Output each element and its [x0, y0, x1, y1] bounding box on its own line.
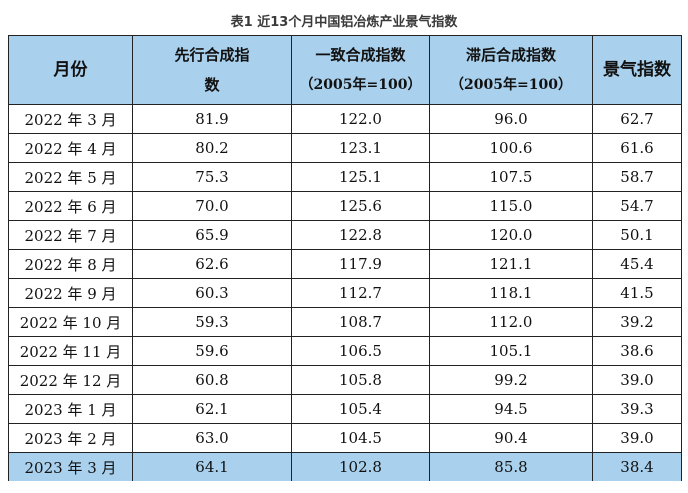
table-body: 2022 年 3 月 81.9 122.0 96.0 62.7 2022 年 4… [8, 104, 682, 481]
cell-lagging: 121.1 [429, 249, 593, 279]
cell-lagging: 105.1 [429, 336, 593, 366]
cell-leading: 60.3 [132, 278, 292, 308]
cell-lagging: 85.8 [429, 452, 593, 481]
table-row: 2022 年 11 月 59.6 106.5 105.1 38.6 [8, 336, 682, 366]
cell-prosperity: 38.4 [592, 452, 682, 481]
cell-month: 2022 年 6 月 [8, 191, 133, 221]
cell-leading: 64.1 [132, 452, 292, 481]
cell-leading: 65.9 [132, 220, 292, 250]
cell-lagging: 96.0 [429, 104, 593, 134]
table-row: 2022 年 4 月 80.2 123.1 100.6 61.6 [8, 133, 682, 163]
cell-month: 2023 年 2 月 [8, 423, 133, 453]
cell-lagging: 94.5 [429, 394, 593, 424]
table-row: 2022 年 12 月 60.8 105.8 99.2 39.0 [8, 365, 682, 395]
cell-month: 2022 年 5 月 [8, 162, 133, 192]
cell-leading: 62.1 [132, 394, 292, 424]
cell-month: 2022 年 7 月 [8, 220, 133, 250]
cell-lagging: 118.1 [429, 278, 593, 308]
cell-prosperity: 45.4 [592, 249, 682, 279]
cell-coincident: 122.8 [291, 220, 430, 250]
table-header-row: 月份 先行合成指 数 一致合成指数 （2005年=100） 滞后合成指数 （20… [8, 35, 682, 105]
cell-prosperity: 61.6 [592, 133, 682, 163]
cell-month: 2023 年 3 月 [8, 452, 133, 481]
table-row: 2022 年 10 月 59.3 108.7 112.0 39.2 [8, 307, 682, 337]
cell-lagging: 120.0 [429, 220, 593, 250]
table-row: 2022 年 7 月 65.9 122.8 120.0 50.1 [8, 220, 682, 250]
cell-coincident: 102.8 [291, 452, 430, 481]
header-coincident-line1: 一致合成指数 [315, 46, 406, 64]
cell-coincident: 122.0 [291, 104, 430, 134]
cell-coincident: 105.4 [291, 394, 430, 424]
cell-leading: 80.2 [132, 133, 292, 163]
cell-month: 2023 年 1 月 [8, 394, 133, 424]
header-coincident-index: 一致合成指数 （2005年=100） [291, 35, 430, 105]
cell-leading: 60.8 [132, 365, 292, 395]
cell-lagging: 90.4 [429, 423, 593, 453]
cell-coincident: 117.9 [291, 249, 430, 279]
table-row: 2023 年 1 月 62.1 105.4 94.5 39.3 [8, 394, 682, 424]
table-row: 2022 年 6 月 70.0 125.6 115.0 54.7 [8, 191, 682, 221]
cell-prosperity: 50.1 [592, 220, 682, 250]
header-lagging-index: 滞后合成指数 （2005年=100） [429, 35, 593, 105]
table-row: 2022 年 5 月 75.3 125.1 107.5 58.7 [8, 162, 682, 192]
cell-month: 2022 年 9 月 [8, 278, 133, 308]
cell-month: 2022 年 12 月 [8, 365, 133, 395]
prosperity-index-table: 月份 先行合成指 数 一致合成指数 （2005年=100） 滞后合成指数 （20… [8, 35, 682, 481]
table-row: 2022 年 9 月 60.3 112.7 118.1 41.5 [8, 278, 682, 308]
cell-leading: 59.3 [132, 307, 292, 337]
table-row: 2022 年 8 月 62.6 117.9 121.1 45.4 [8, 249, 682, 279]
table-row: 2022 年 3 月 81.9 122.0 96.0 62.7 [8, 104, 682, 134]
table-row-highlighted: 2023 年 3 月 64.1 102.8 85.8 38.4 [8, 452, 682, 481]
cell-prosperity: 38.6 [592, 336, 682, 366]
cell-prosperity: 39.2 [592, 307, 682, 337]
cell-leading: 62.6 [132, 249, 292, 279]
cell-coincident: 112.7 [291, 278, 430, 308]
cell-prosperity: 39.0 [592, 365, 682, 395]
cell-prosperity: 54.7 [592, 191, 682, 221]
cell-leading: 75.3 [132, 162, 292, 192]
cell-coincident: 105.8 [291, 365, 430, 395]
header-prosperity-index: 景气指数 [592, 35, 682, 105]
header-leading-line2: 数 [204, 76, 220, 94]
header-lagging-line2: （2005年=100） [450, 77, 572, 93]
cell-leading: 81.9 [132, 104, 292, 134]
cell-coincident: 125.6 [291, 191, 430, 221]
cell-leading: 59.6 [132, 336, 292, 366]
header-coincident-line2: （2005年=100） [299, 77, 422, 93]
cell-coincident: 125.1 [291, 162, 430, 192]
header-month: 月份 [8, 35, 133, 105]
cell-coincident: 106.5 [291, 336, 430, 366]
cell-lagging: 112.0 [429, 307, 593, 337]
cell-prosperity: 41.5 [592, 278, 682, 308]
cell-month: 2022 年 4 月 [8, 133, 133, 163]
header-leading-line1: 先行合成指 [174, 46, 250, 64]
cell-leading: 63.0 [132, 423, 292, 453]
cell-prosperity: 39.3 [592, 394, 682, 424]
cell-lagging: 115.0 [429, 191, 593, 221]
cell-coincident: 108.7 [291, 307, 430, 337]
cell-prosperity: 39.0 [592, 423, 682, 453]
cell-prosperity: 58.7 [592, 162, 682, 192]
header-leading-index: 先行合成指 数 [132, 35, 292, 105]
cell-leading: 70.0 [132, 191, 292, 221]
cell-coincident: 104.5 [291, 423, 430, 453]
cell-month: 2022 年 10 月 [8, 307, 133, 337]
cell-lagging: 107.5 [429, 162, 593, 192]
cell-month: 2022 年 8 月 [8, 249, 133, 279]
table-row: 2023 年 2 月 63.0 104.5 90.4 39.0 [8, 423, 682, 453]
cell-prosperity: 62.7 [592, 104, 682, 134]
table-caption: 表1 近13个月中国铝冶炼产业景气指数 [230, 15, 458, 30]
cell-lagging: 99.2 [429, 365, 593, 395]
cell-month: 2022 年 11 月 [8, 336, 133, 366]
header-lagging-line1: 滞后合成指数 [465, 46, 556, 64]
cell-month: 2022 年 3 月 [8, 104, 133, 134]
cell-coincident: 123.1 [291, 133, 430, 163]
cell-lagging: 100.6 [429, 133, 593, 163]
